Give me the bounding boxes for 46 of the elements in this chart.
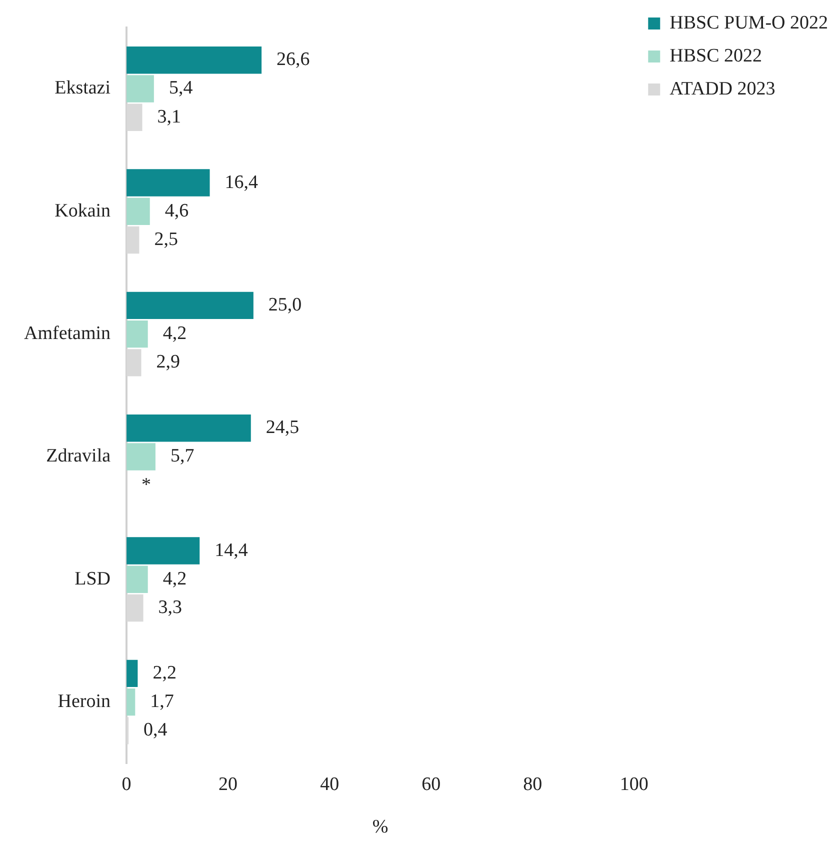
data-label: 3,3 (158, 597, 182, 618)
legend-label: HBSC PUM-O 2022 (670, 12, 828, 34)
bar (126, 537, 200, 564)
data-label: 25,0 (268, 294, 302, 316)
data-label: 3,1 (157, 106, 182, 128)
bar (126, 169, 210, 196)
bar (126, 688, 136, 716)
data-label: 26,6 (276, 49, 310, 70)
data-label: 4,6 (164, 200, 189, 222)
bar (126, 566, 148, 593)
data-label: 2,9 (156, 352, 180, 373)
data-label: 5,4 (168, 78, 194, 99)
data-label: 4,2 (162, 568, 187, 590)
x-tick-label: 20 (218, 774, 238, 795)
bar (126, 320, 148, 348)
bar (126, 443, 156, 470)
y-tick-label: LSD (74, 568, 111, 590)
data-label: 1,7 (150, 691, 174, 712)
y-tick-label: Ekstazi (54, 78, 111, 99)
data-label: 2,2 (152, 662, 176, 684)
data-label: 5,7 (170, 446, 194, 467)
bar (126, 660, 138, 688)
data-label: 4,2 (162, 323, 187, 344)
bar (126, 46, 262, 74)
x-tick-label: 60 (422, 774, 441, 795)
x-tick-label: 40 (320, 774, 340, 795)
x-tick-label: 100 (620, 774, 648, 795)
bar (126, 198, 150, 225)
y-tick-label: Kokain (54, 200, 112, 222)
bar (126, 75, 154, 102)
data-label: 2,5 (154, 229, 178, 250)
x-tick-label: 80 (523, 774, 542, 795)
y-tick-label: Zdravila (46, 446, 112, 467)
x-tick-label: 0 (122, 774, 132, 795)
legend-label: HBSC 2022 (670, 45, 762, 66)
y-tick-label: Amfetamin (24, 323, 112, 344)
data-label: 14,4 (214, 540, 248, 561)
data-label: 16,4 (224, 172, 259, 193)
y-tick-label: Heroin (58, 691, 112, 712)
data-label: 24,5 (266, 417, 300, 438)
bar (126, 292, 254, 320)
data-label: 0,4 (144, 720, 168, 741)
legend-label: ATADD 2023 (670, 78, 776, 100)
text: * (142, 474, 152, 496)
x-axis-title: % (372, 816, 388, 838)
bar (126, 414, 251, 442)
